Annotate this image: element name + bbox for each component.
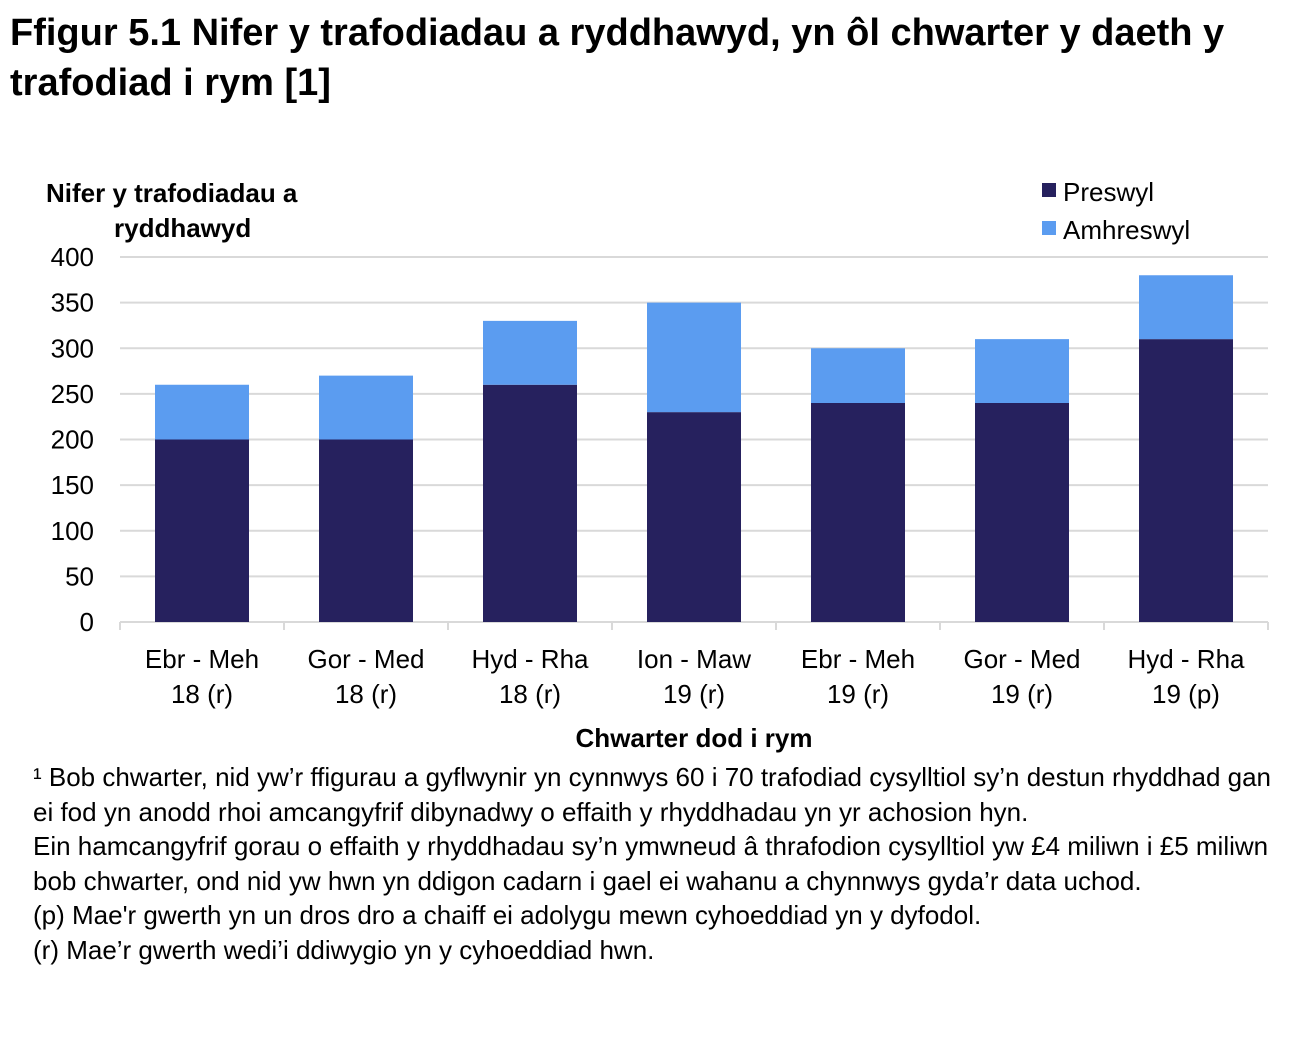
chart-title: Ffigur 5.1 Nifer y trafodiadau a ryddhaw… <box>10 12 1225 104</box>
x-tick-label: 19 (r) <box>827 679 889 709</box>
legend-label-amhreswyl: Amhreswyl <box>1063 215 1190 245</box>
x-tick-label: 19 (r) <box>991 679 1053 709</box>
footnote-1: ¹ Bob chwarter, nid yw’r ffigurau a gyfl… <box>33 762 1272 827</box>
bar-amhreswyl <box>647 302 741 413</box>
x-tick-label: Ebr - Meh <box>801 644 915 674</box>
bar-preswyl <box>1139 339 1233 622</box>
y-tick-label: 150 <box>51 470 94 500</box>
bar-preswyl <box>319 439 413 622</box>
legend-swatch-preswyl <box>1042 183 1056 197</box>
y-tick-label: 200 <box>51 425 94 455</box>
bar-amhreswyl <box>975 339 1069 403</box>
bar-preswyl <box>155 439 249 622</box>
y-tick-label: 300 <box>51 333 94 363</box>
y-tick-label: 250 <box>51 379 94 409</box>
legend-label-preswyl: Preswyl <box>1063 177 1154 207</box>
y-axis-label: ryddhawyd <box>114 213 251 243</box>
y-tick-label: 400 <box>51 242 94 272</box>
x-tick-label: 18 (r) <box>171 679 233 709</box>
x-tick-label: Gor - Med <box>963 644 1080 674</box>
y-tick-label: 50 <box>65 561 94 591</box>
bar-amhreswyl <box>483 320 577 385</box>
footnote-revised: (r) Mae’r gwerth wedi’i ddiwygio yn y cy… <box>33 934 655 965</box>
x-tick-label: 19 (p) <box>1152 679 1220 709</box>
x-tick-label: Ion - Maw <box>637 644 751 674</box>
stacked-bar-chart: 0 50 100 150 200 250 300 350 400 Ebr - Meh 18 (r) G… <box>46 177 1269 753</box>
legend-swatch-amhreswyl <box>1042 221 1056 235</box>
x-tick-label: 18 (r) <box>335 679 397 709</box>
y-axis-label: Nifer y trafodiadau a <box>46 178 298 208</box>
bar-amhreswyl <box>319 375 413 440</box>
y-tick-label: 0 <box>80 607 94 637</box>
x-tick-label: Gor - Med <box>307 644 424 674</box>
footnotes: ¹ Bob chwarter, nid yw’r ffigurau a gyfl… <box>33 760 1273 967</box>
bar-preswyl <box>483 384 577 622</box>
y-tick-label: 350 <box>51 288 94 318</box>
x-tick-label: Hyd - Rha <box>1127 644 1245 674</box>
bar-preswyl <box>811 403 905 622</box>
bar-amhreswyl <box>155 384 249 440</box>
x-tick-label: Hyd - Rha <box>471 644 589 674</box>
y-tick-label: 100 <box>51 516 94 546</box>
footnote-provisional: (p) Mae'r gwerth yn un dros dro a chaiff… <box>33 900 982 930</box>
bar-preswyl <box>975 403 1069 622</box>
x-tick-label: Ebr - Meh <box>145 644 259 674</box>
footnote-2: Ein hamcangyfrif gorau o effaith y rhydd… <box>33 831 1269 896</box>
bar-preswyl <box>647 412 741 622</box>
x-axis-label: Chwarter dod i rym <box>576 723 813 753</box>
bar-amhreswyl <box>811 348 905 403</box>
x-tick-label: 19 (r) <box>663 679 725 709</box>
x-tick-label: 18 (r) <box>499 679 561 709</box>
bar-amhreswyl <box>1139 275 1233 340</box>
